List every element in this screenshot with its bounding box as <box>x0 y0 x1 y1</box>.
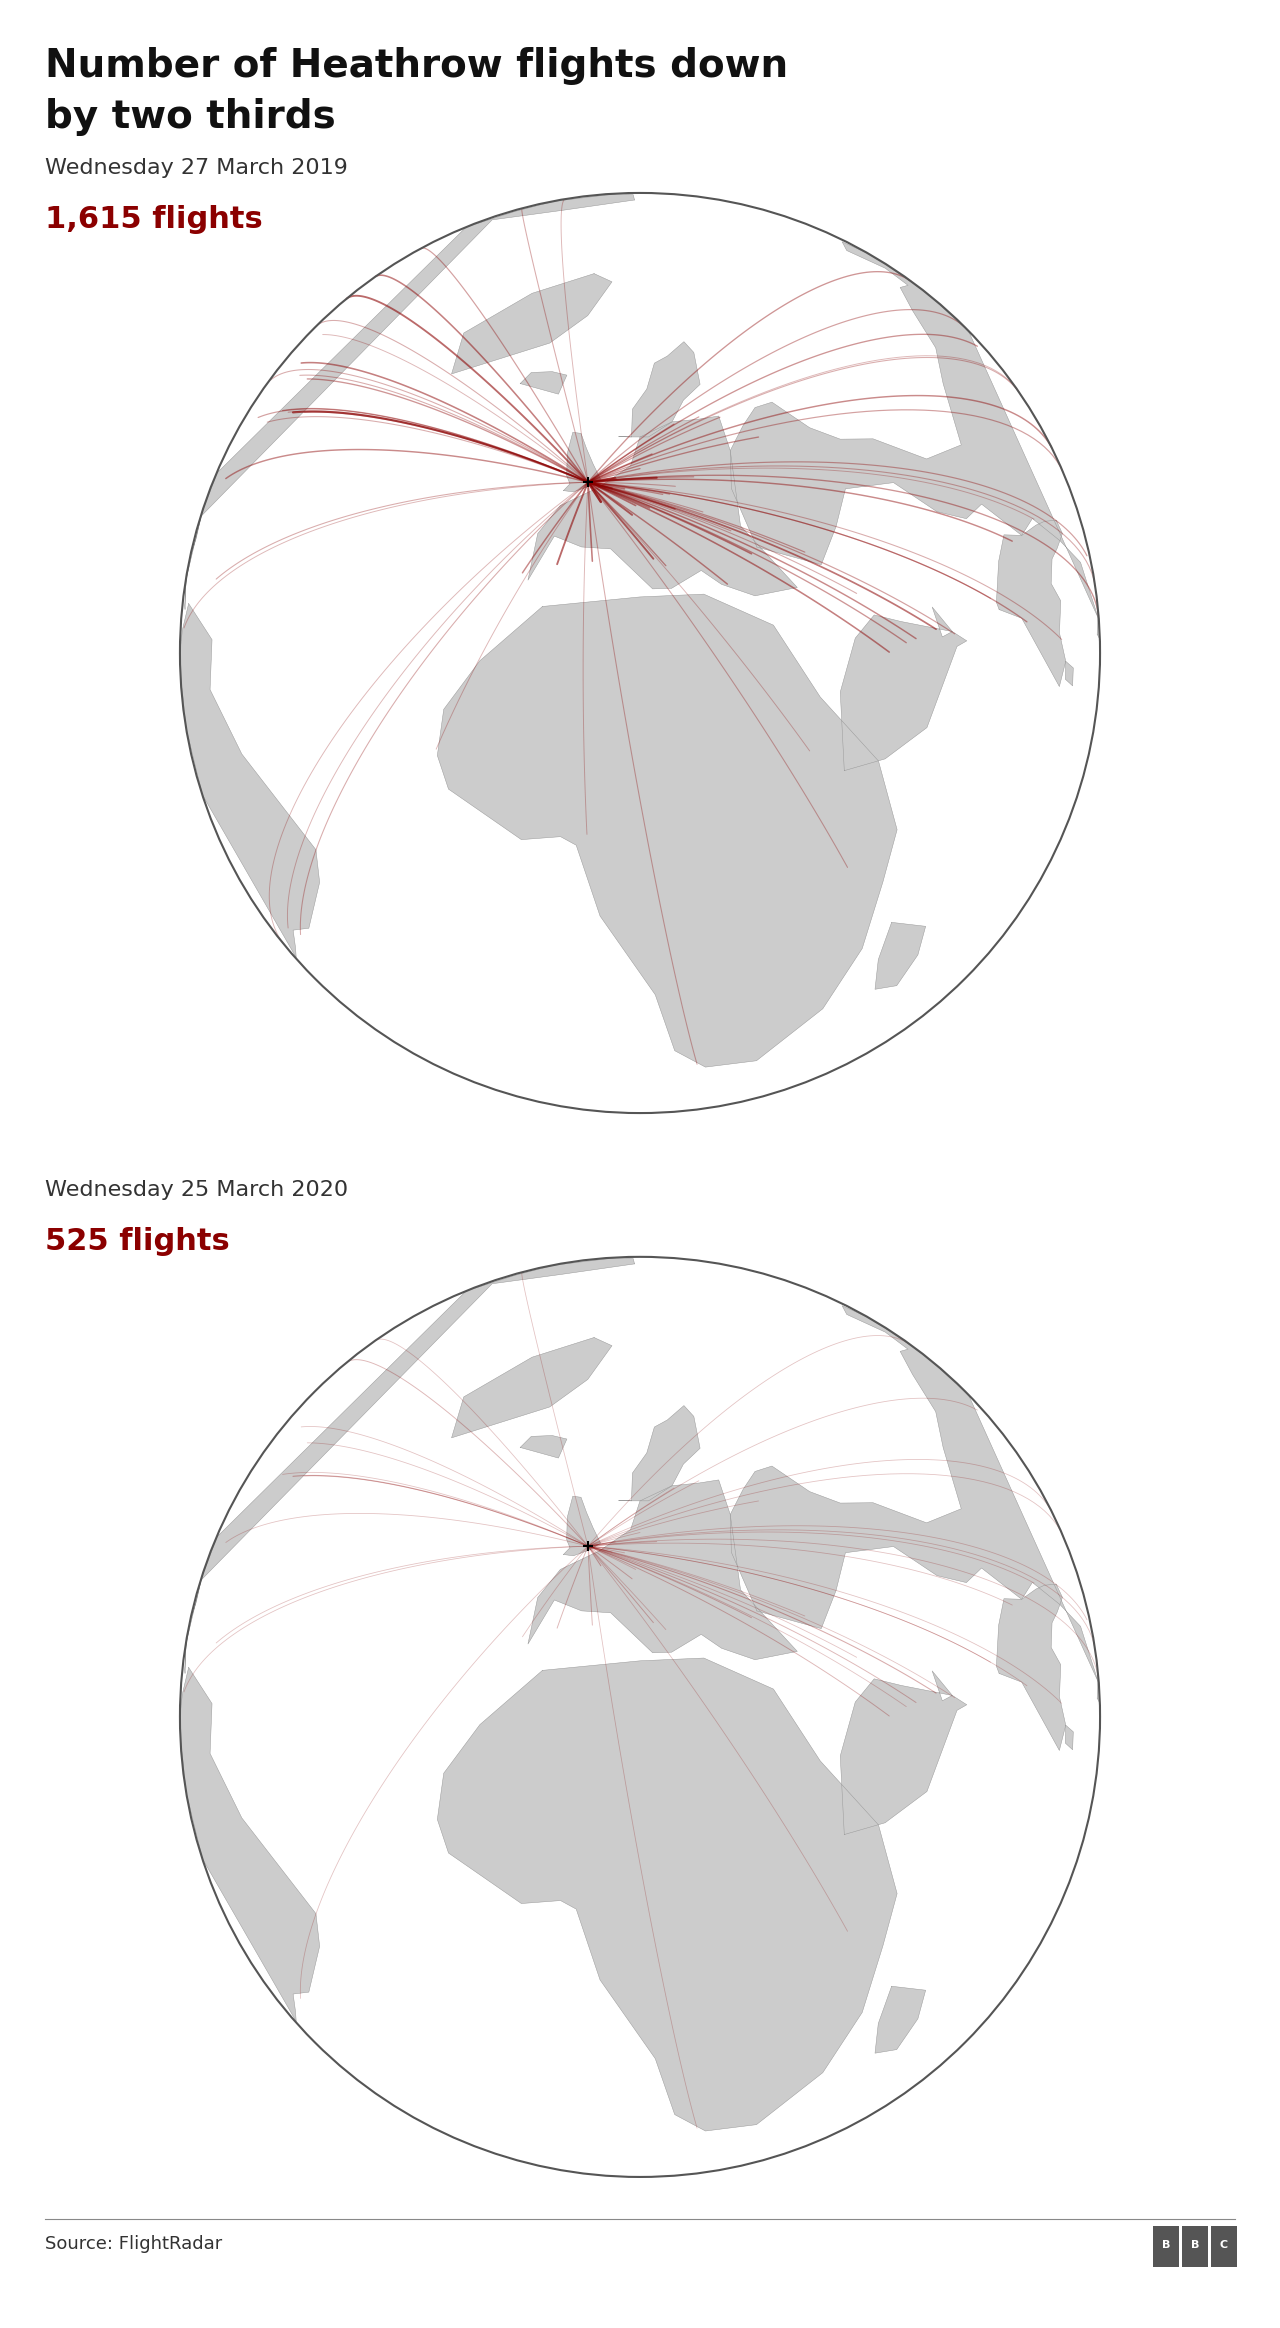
Polygon shape <box>527 417 797 596</box>
Polygon shape <box>180 1667 320 2021</box>
FancyBboxPatch shape <box>1181 2226 1208 2267</box>
Polygon shape <box>618 342 700 438</box>
Text: by two thirds: by two thirds <box>45 98 335 135</box>
Polygon shape <box>520 372 567 393</box>
Polygon shape <box>1097 610 1100 640</box>
Polygon shape <box>731 1306 1098 1683</box>
Polygon shape <box>1065 1725 1074 1751</box>
Polygon shape <box>438 1658 897 2130</box>
Polygon shape <box>996 519 1066 687</box>
Polygon shape <box>840 1672 966 1834</box>
Polygon shape <box>184 193 635 610</box>
Text: Source: FlightRadar: Source: FlightRadar <box>45 2235 221 2254</box>
Text: Wednesday 27 March 2019: Wednesday 27 March 2019 <box>45 158 348 179</box>
Polygon shape <box>618 1406 700 1502</box>
FancyBboxPatch shape <box>1153 2226 1179 2267</box>
Polygon shape <box>731 242 1098 619</box>
Polygon shape <box>438 594 897 1066</box>
Text: 1,615 flights: 1,615 flights <box>45 205 262 233</box>
Polygon shape <box>184 1257 635 1674</box>
Text: Wednesday 25 March 2020: Wednesday 25 March 2020 <box>45 1180 348 1201</box>
Polygon shape <box>452 275 612 375</box>
Polygon shape <box>840 608 966 771</box>
Circle shape <box>180 193 1100 1113</box>
Polygon shape <box>1097 1674 1100 1704</box>
Text: C: C <box>1220 2240 1228 2251</box>
Polygon shape <box>1065 661 1074 687</box>
Polygon shape <box>520 1436 567 1457</box>
Polygon shape <box>876 922 925 989</box>
Polygon shape <box>563 433 600 491</box>
Text: 525 flights: 525 flights <box>45 1227 229 1255</box>
Polygon shape <box>527 1481 797 1660</box>
Polygon shape <box>452 1339 612 1439</box>
Polygon shape <box>996 1583 1066 1751</box>
Text: B: B <box>1162 2240 1170 2251</box>
Text: Number of Heathrow flights down: Number of Heathrow flights down <box>45 47 788 84</box>
Text: B: B <box>1190 2240 1199 2251</box>
Polygon shape <box>563 1497 600 1555</box>
Circle shape <box>180 1257 1100 2177</box>
FancyBboxPatch shape <box>1211 2226 1236 2267</box>
Polygon shape <box>876 1986 925 2053</box>
Polygon shape <box>180 603 320 957</box>
